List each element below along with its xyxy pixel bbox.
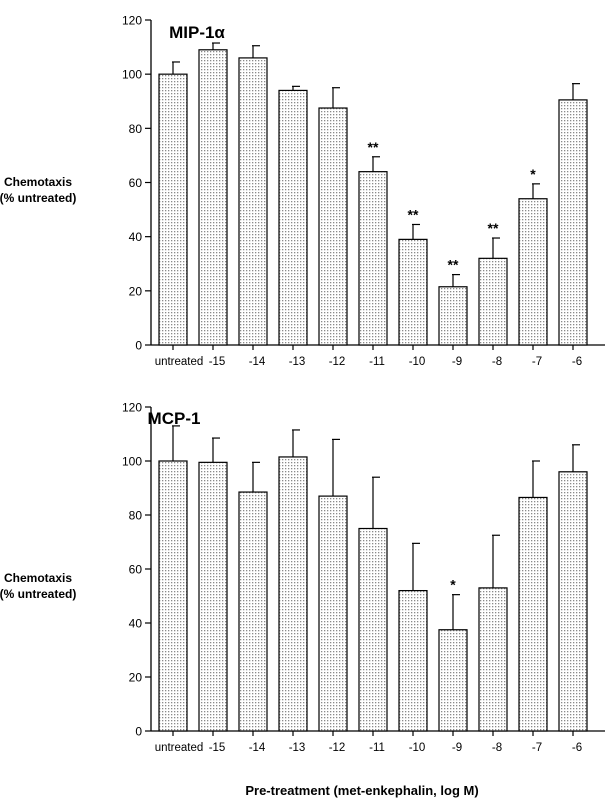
bar [278,456,308,732]
panel-mip-1a: 0 20 40 60 80 100 120 Chemotaxis (% untreated) MI… [0,14,605,368]
bar [358,171,388,346]
panel-mcp-1: 0 20 40 60 80 100 120 Chemotaxis (% untreated) MC… [0,401,605,754]
y-tick-label: 100 [122,68,142,82]
bar [438,629,468,732]
bar [278,89,308,346]
chart-title: MIP-1α [169,23,225,42]
x-tick-label: -8 [492,742,502,754]
x-axis-label: Pre-treatment (met-enkephalin, log M) [245,783,478,798]
y-tick-label: 80 [129,122,143,136]
bar [398,238,428,346]
y-tick-label: 40 [129,230,143,244]
significance-marker: ** [448,257,459,273]
y-axis-label: Chemotaxis [4,175,72,189]
bar [318,495,348,732]
x-tick-label: untreated [155,356,204,368]
y-axis-label-units: (% untreated) [0,191,76,205]
bar [518,496,548,732]
x-tick-label: -13 [289,356,306,368]
bar [238,491,268,732]
significance-marker: * [530,166,536,182]
x-tick-label: -12 [329,742,346,754]
chart-title: MCP-1 [148,409,201,428]
bar [398,589,428,732]
bar [238,57,268,346]
x-tick-label: -7 [532,356,542,368]
x-tick-label: -6 [572,742,582,754]
bar [198,49,228,346]
bar [438,286,468,346]
x-tick-label: untreated [155,742,204,754]
x-tick-label: -9 [452,356,462,368]
x-tick-label: -15 [209,356,226,368]
x-tick-label: -6 [572,356,582,368]
y-tick-label: 20 [129,671,143,685]
significance-marker: ** [368,139,379,155]
bar [518,198,548,346]
x-tick-label: -13 [289,742,306,754]
x-tick-label: -10 [409,356,426,368]
y-tick-label: 20 [129,284,143,298]
bar [358,527,388,732]
x-tick-label: -12 [329,356,346,368]
significance-marker: ** [408,206,419,222]
bar [318,107,348,346]
bar [158,460,188,732]
x-tick-label: -10 [409,742,426,754]
bar [478,587,508,732]
x-tick-label: -14 [249,742,266,754]
x-tick-label: -11 [369,356,385,368]
y-tick-label: 120 [122,401,142,415]
y-tick-label: 0 [135,725,142,739]
bar [558,471,588,732]
y-axis-label: Chemotaxis [4,571,72,585]
bar [198,461,228,732]
x-tick-label: -8 [492,356,502,368]
y-tick-label: 120 [122,14,142,28]
y-axis-label-units: (% untreated) [0,587,76,601]
bar [558,99,588,346]
y-tick-label: 40 [129,617,143,631]
x-tick-label: -15 [209,742,226,754]
y-tick-label: 0 [135,339,142,353]
y-tick-label: 100 [122,455,142,469]
significance-marker: * [450,577,456,593]
bar [158,73,188,346]
y-tick-label: 60 [129,176,143,190]
bar [478,257,508,346]
x-tick-label: -14 [249,356,266,368]
x-tick-label: -7 [532,742,542,754]
significance-marker: ** [488,220,499,236]
x-tick-label: -9 [452,742,462,754]
y-tick-label: 80 [129,509,143,523]
x-tick-label: -11 [369,742,385,754]
y-tick-label: 60 [129,563,143,577]
